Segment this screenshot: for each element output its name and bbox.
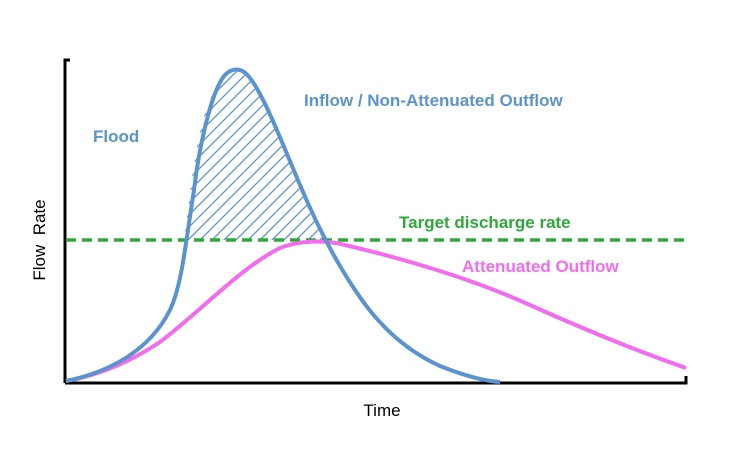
hatch-line <box>586 50 750 250</box>
hatch-line <box>184 70 259 240</box>
axes <box>63 58 688 385</box>
y-axis-label: Flow Rate <box>30 199 49 280</box>
y-axis <box>63 58 70 383</box>
hatch-line <box>184 70 247 240</box>
hatch-line <box>184 70 319 240</box>
hatch-line <box>249 70 327 240</box>
hatch-line <box>184 70 327 240</box>
hatch-line <box>261 70 327 240</box>
hatch-line <box>184 70 223 240</box>
target-discharge-label: Target discharge rate <box>399 213 571 232</box>
flood-label: Flood <box>93 127 139 146</box>
attenuated-outflow-curve <box>65 239 687 383</box>
flood-hatch-area <box>184 50 750 250</box>
hatch-line <box>598 50 750 250</box>
hatch-line <box>184 70 327 240</box>
hatch-line <box>184 70 327 240</box>
hatch-line <box>562 50 750 250</box>
hatch-line <box>225 70 327 240</box>
hatch-line <box>574 50 750 250</box>
hatch-line <box>550 50 750 250</box>
hatch-line <box>184 70 271 240</box>
hatch-line <box>237 70 327 240</box>
hatch-line <box>184 70 295 240</box>
hatch-line <box>201 70 327 240</box>
hatch-line <box>273 70 327 240</box>
inflow-curve <box>65 67 501 384</box>
inflow-label: Inflow / Non-Attenuated Outflow <box>304 91 564 110</box>
hatch-line <box>184 70 327 240</box>
x-axis <box>65 376 688 385</box>
x-axis-label: Time <box>363 401 400 420</box>
hatch-line <box>184 70 283 240</box>
hatch-line <box>184 70 307 240</box>
attenuated-outflow-label: Attenuated Outflow <box>462 257 620 276</box>
hatch-line <box>184 70 327 240</box>
